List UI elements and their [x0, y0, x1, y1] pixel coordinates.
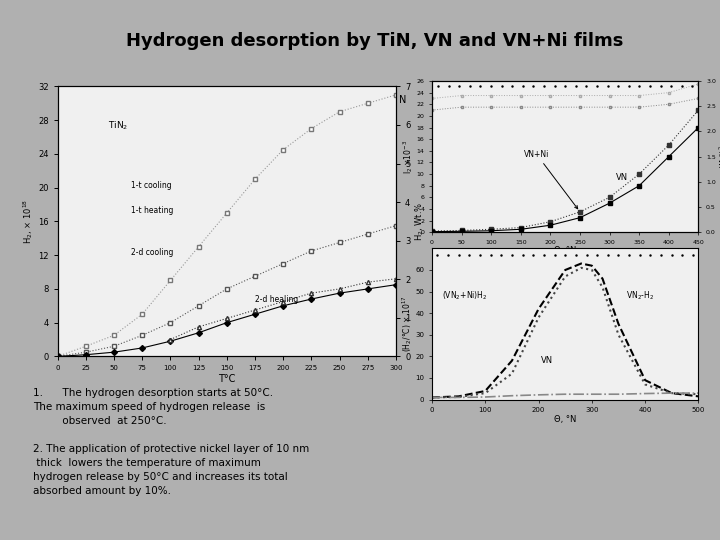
Y-axis label: Wt.%$^2$: Wt.%$^2$ [717, 145, 720, 168]
Text: N: N [400, 95, 407, 105]
Text: 1-t cooling: 1-t cooling [131, 181, 171, 190]
Text: 2-d healing: 2-d healing [255, 294, 298, 303]
Text: 1-t heating: 1-t heating [131, 206, 174, 215]
Text: TiN$_2$: TiN$_2$ [108, 119, 129, 132]
X-axis label: Θ, °N: Θ, °N [554, 246, 577, 255]
Text: Hydrogen desorption by TiN, VN and VN+Ni films: Hydrogen desorption by TiN, VN and VN+Ni… [126, 31, 623, 50]
Text: VN+Ni: VN+Ni [523, 150, 577, 209]
Text: VN: VN [616, 173, 628, 182]
Text: (VN$_2$+Ni)H$_2$: (VN$_2$+Ni)H$_2$ [441, 289, 487, 301]
Text: VN$_2$-H$_2$: VN$_2$-H$_2$ [626, 289, 654, 301]
Text: 2-d cooling: 2-d cooling [131, 248, 174, 257]
Text: VN: VN [541, 356, 554, 365]
X-axis label: Θ, °N: Θ, °N [554, 415, 577, 423]
Y-axis label: (H$_2$/°C) × 10$^{17}$: (H$_2$/°C) × 10$^{17}$ [400, 296, 414, 352]
Y-axis label: H$_2$, × 10$^{18}$: H$_2$, × 10$^{18}$ [22, 199, 35, 244]
Y-axis label: H$_2$, Wt.%: H$_2$, Wt.% [413, 202, 426, 241]
Y-axis label: I$_2$ ×10$^{-3}$: I$_2$ ×10$^{-3}$ [401, 139, 415, 174]
Text: 1.      The hydrogen desorption starts at 50°C.
The maximum speed of hydrogen re: 1. The hydrogen desorption starts at 50°… [33, 388, 310, 496]
X-axis label: T°C: T°C [218, 374, 235, 384]
